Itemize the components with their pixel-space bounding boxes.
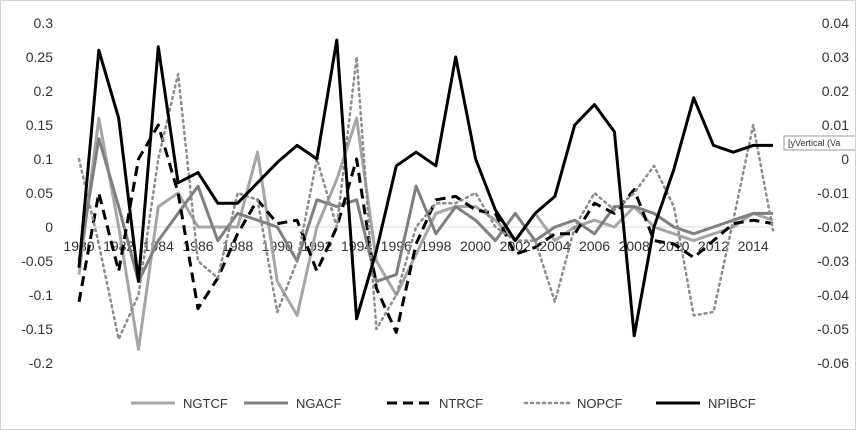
- right-tick-label: -0.03: [817, 253, 849, 269]
- right-tick-label: -0.05: [817, 321, 849, 337]
- right-axis-ticks: 0.04 0.03 0.02 0.01 0 -0.01 -0.02 -0.03 -0.04 -0.…: [817, 15, 849, 371]
- right-tick-label: -0.02: [817, 219, 849, 235]
- left-tick-label: 0: [45, 219, 53, 235]
- x-tick-label: 1984: [143, 238, 174, 254]
- right-tick-label: 0.03: [822, 49, 849, 65]
- x-tick-label: 2012: [698, 238, 729, 254]
- left-tick-label: -0.05: [21, 253, 53, 269]
- right-tick-label: -0.06: [817, 355, 849, 371]
- series-line-ngtcf: [77, 116, 774, 351]
- left-tick-label: 0.2: [34, 83, 54, 99]
- left-tick-label: -0.15: [21, 321, 53, 337]
- legend-label-npibcf: NPIBCF: [708, 396, 756, 411]
- left-tick-label: 0.15: [26, 117, 53, 133]
- left-axis-ticks: 0.3 0.25 0.2 0.15 0.1 0.05 0 -0.05 -0.1 -0.15 -0.2: [21, 15, 53, 371]
- left-tick-label: -0.2: [29, 355, 53, 371]
- x-tick-label: 2008: [619, 238, 650, 254]
- right-tick-label: -0.04: [817, 287, 849, 303]
- x-tick-label: 1998: [420, 238, 451, 254]
- legend-label-ntrcf: NTRCF: [439, 396, 483, 411]
- legend-label-ngtcf: NGTCF: [183, 396, 228, 411]
- series-line-ntrcf: [77, 123, 774, 334]
- right-tick-label: 0.04: [822, 15, 849, 31]
- legend-label-nopcf: NOPCF: [577, 396, 623, 411]
- legend-label-ngacf: NGACF: [296, 396, 342, 411]
- series-group: [77, 38, 775, 351]
- left-tick-label: 0.3: [34, 15, 54, 31]
- x-tick-label: 2006: [579, 238, 610, 254]
- x-tick-label: 2014: [738, 238, 769, 254]
- right-tick-label: 0: [841, 151, 849, 167]
- left-tick-label: -0.1: [29, 287, 53, 303]
- x-tick-label: 2004: [539, 238, 570, 254]
- series-line-npibcf: [77, 38, 773, 338]
- right-tick-label: 0.02: [822, 83, 849, 99]
- x-tick-label: 1994: [341, 238, 372, 254]
- legend: NGTCF NGACF NTRCF NOPCF NPIBCF: [131, 396, 756, 411]
- right-tick-label: -0.01: [817, 185, 849, 201]
- right-tick-label: 0.01: [822, 117, 849, 133]
- x-tick-label: 1986: [182, 238, 213, 254]
- left-tick-label: 0.25: [26, 49, 53, 65]
- x-tick-label: 2000: [460, 238, 491, 254]
- left-tick-label: 0.05: [26, 185, 53, 201]
- left-tick-label: 0.1: [34, 151, 54, 167]
- hover-tooltip: [yVertical (Va: [783, 135, 856, 151]
- x-tick-label: 1996: [381, 238, 412, 254]
- series-line-nopcf: [77, 55, 775, 341]
- tooltip-text: [yVertical (Va: [788, 138, 840, 148]
